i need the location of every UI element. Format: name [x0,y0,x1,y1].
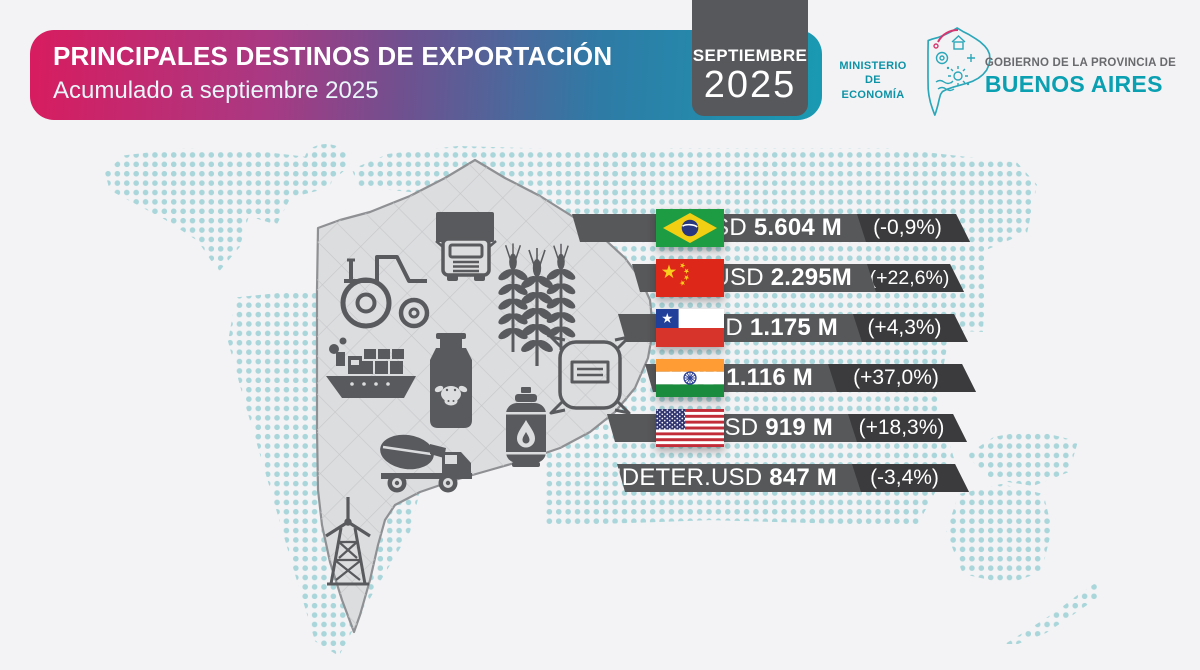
bar-percent: (+18,3%) [848,414,967,442]
flag-usa-icon [656,409,724,447]
gas-cylinder-icon [506,387,546,467]
header-banner: PRINCIPALES DESTINOS DE EXPORTACIÓN Acum… [30,30,822,120]
government-label: GOBIERNO DE LA PROVINCIA DE BUENOS AIRES [984,57,1176,97]
dots-greenland [304,144,348,178]
export-bar: USD5.604 M (-0,9%) [572,214,970,242]
period-badge: SEPTIEMBRE 2025 [692,0,808,116]
export-row-brazil: USD5.604 M (-0,9%) [572,209,970,247]
ministry-label: MINISTERIO DE ECONOMÍA [839,60,907,101]
truck-icon [435,212,497,281]
province-crest-icon [924,24,1000,121]
dots-indonesia [966,430,1078,486]
bar-percent: (+22,6%) [867,264,964,292]
dairy-icon [430,333,472,428]
export-row-usa: USD 919 M (+18,3%) [607,409,967,447]
bar-percent: (+4,3%) [853,314,968,342]
export-row-indeterminado: INDETER.USD 847 M (-3,4%) [617,464,969,492]
bar-value: USD 919 M [707,414,833,441]
export-row-chile: USD1.175 M (+4,3%) [618,309,968,347]
dots-australia [946,484,1052,584]
bar-percent: (+37,0%) [828,364,976,392]
dots-south-america [228,290,426,656]
badge-month: SEPTIEMBRE [692,46,808,65]
flag-china-icon [656,259,724,297]
page-title: PRINCIPALES DESTINOS DE EXPORTACIÓN [53,41,613,71]
bar-percent: (-0,9%) [857,214,970,242]
export-row-china: USD 2.295M (+22,6%) [632,259,964,297]
bar-value: USD 2.295M [712,264,852,291]
bar-percent: (-3,4%) [852,464,969,492]
flag-chile-icon [656,309,724,347]
flag-brazil-icon [656,209,724,247]
page-subtitle: Acumulado a septiembre 2025 [53,77,379,104]
flag-india-icon [656,359,724,397]
badge-year: 2025 [703,64,797,106]
dots-new-zealand [1005,582,1097,644]
dots-north-america [105,148,337,272]
bar-value: INDETER.USD 847 M [597,464,837,491]
export-bar: INDETER.USD 847 M (-3,4%) [617,464,969,492]
export-row-india: USD1.116 M (+37,0%) [645,359,976,397]
